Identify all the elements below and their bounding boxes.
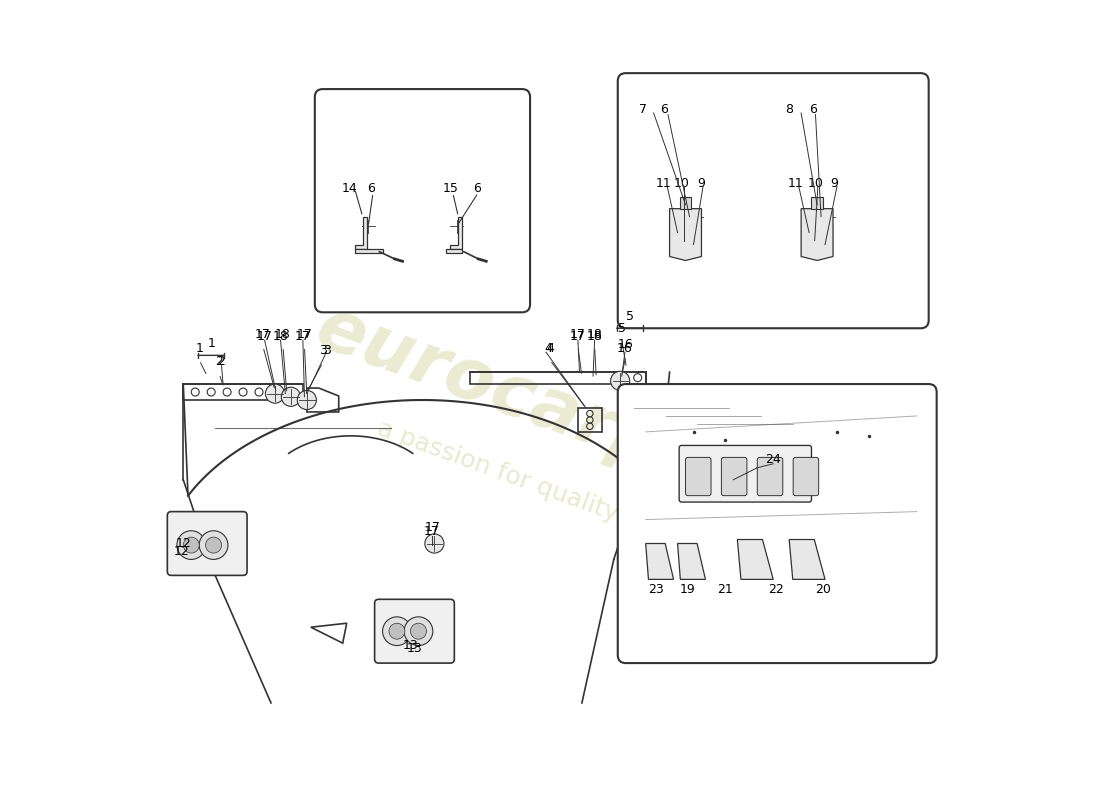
Circle shape [425, 534, 444, 553]
Text: 9: 9 [697, 177, 705, 190]
Text: 12: 12 [174, 545, 189, 558]
Text: 12: 12 [175, 537, 191, 550]
Text: 3: 3 [319, 344, 327, 357]
Polygon shape [789, 539, 825, 579]
Circle shape [361, 218, 376, 234]
Circle shape [383, 617, 411, 646]
Circle shape [404, 617, 432, 646]
Polygon shape [447, 249, 462, 253]
Text: 18: 18 [586, 330, 603, 342]
Text: 6: 6 [660, 102, 668, 115]
Text: 23: 23 [648, 583, 664, 596]
Text: 1: 1 [207, 338, 216, 350]
Circle shape [282, 387, 300, 406]
Polygon shape [670, 209, 702, 261]
FancyBboxPatch shape [685, 458, 711, 496]
Circle shape [389, 623, 405, 639]
Text: 4: 4 [546, 342, 554, 354]
Circle shape [177, 530, 206, 559]
Text: 20: 20 [815, 583, 832, 596]
Text: 5: 5 [618, 322, 626, 334]
Polygon shape [354, 217, 366, 249]
Text: 10: 10 [807, 177, 824, 190]
Text: 14: 14 [341, 182, 358, 195]
Text: 17: 17 [295, 330, 311, 342]
Text: 18: 18 [273, 330, 288, 342]
FancyBboxPatch shape [375, 599, 454, 663]
Text: 6: 6 [366, 182, 375, 195]
Text: 16: 16 [617, 342, 632, 355]
Text: 22: 22 [768, 583, 783, 596]
Circle shape [265, 384, 285, 403]
Text: 3: 3 [322, 344, 331, 357]
Text: 6: 6 [473, 182, 481, 195]
Text: a passion for quality since 1985: a passion for quality since 1985 [374, 416, 758, 575]
Circle shape [691, 210, 705, 224]
Text: 19: 19 [680, 583, 696, 596]
FancyBboxPatch shape [757, 458, 783, 496]
FancyBboxPatch shape [679, 446, 812, 502]
FancyBboxPatch shape [793, 458, 818, 496]
Text: 17: 17 [570, 330, 586, 342]
Text: 17: 17 [256, 330, 273, 342]
Text: 13: 13 [407, 642, 422, 655]
Text: 2: 2 [218, 355, 226, 368]
FancyBboxPatch shape [315, 89, 530, 312]
Text: 24: 24 [766, 454, 781, 466]
Text: 17: 17 [425, 521, 441, 534]
Text: 13: 13 [403, 639, 418, 652]
Text: 18: 18 [586, 328, 603, 341]
Text: 17: 17 [255, 328, 271, 341]
Text: 11: 11 [656, 177, 672, 190]
Text: 8: 8 [785, 102, 793, 115]
Polygon shape [680, 197, 691, 209]
Text: 17: 17 [570, 328, 586, 341]
Polygon shape [678, 543, 705, 579]
Text: 10: 10 [673, 177, 690, 190]
Polygon shape [450, 217, 462, 249]
Circle shape [199, 530, 228, 559]
Circle shape [449, 218, 464, 234]
Circle shape [818, 246, 833, 260]
Circle shape [806, 230, 821, 244]
Text: 6: 6 [810, 102, 817, 115]
Circle shape [822, 210, 836, 224]
Circle shape [297, 390, 317, 410]
Text: 7: 7 [639, 102, 647, 115]
FancyBboxPatch shape [722, 458, 747, 496]
Text: 15: 15 [442, 182, 459, 195]
Text: 5: 5 [626, 310, 634, 323]
FancyBboxPatch shape [167, 512, 248, 575]
Text: 1: 1 [196, 342, 204, 354]
Polygon shape [354, 249, 383, 253]
Text: 2: 2 [216, 355, 223, 368]
Text: 18: 18 [275, 328, 290, 341]
Text: 17: 17 [425, 525, 440, 538]
Text: eurocarparts: eurocarparts [307, 294, 825, 538]
Circle shape [206, 537, 221, 553]
Polygon shape [646, 543, 673, 579]
Polygon shape [812, 197, 823, 209]
Polygon shape [801, 209, 833, 261]
Text: 11: 11 [788, 177, 803, 190]
Circle shape [410, 623, 427, 639]
Text: 21: 21 [717, 583, 734, 596]
FancyBboxPatch shape [618, 384, 937, 663]
Text: 4: 4 [544, 342, 552, 355]
Text: 16: 16 [618, 338, 634, 350]
Circle shape [610, 371, 629, 390]
Text: 17: 17 [297, 328, 312, 341]
Circle shape [184, 537, 199, 553]
Circle shape [674, 230, 689, 244]
FancyBboxPatch shape [618, 73, 928, 328]
Circle shape [686, 246, 701, 260]
Text: 9: 9 [830, 177, 838, 190]
Polygon shape [737, 539, 773, 579]
